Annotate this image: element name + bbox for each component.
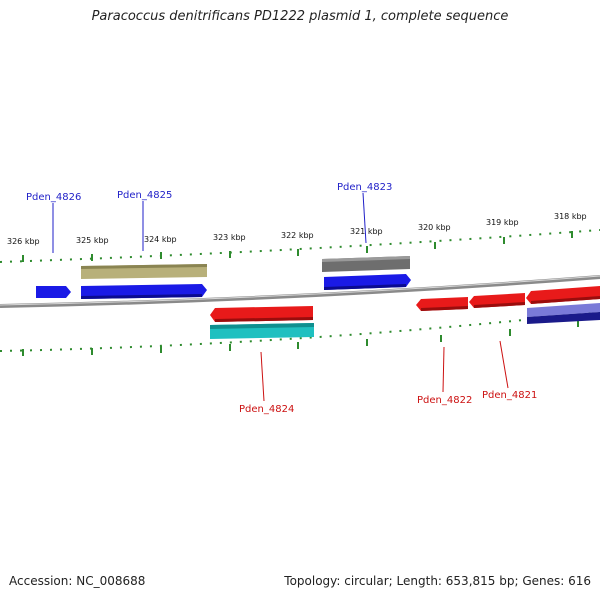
scale-label: 323 kbp — [213, 233, 246, 242]
scale-label: 320 kbp — [418, 223, 451, 232]
feature-red-shade — [421, 306, 468, 311]
feature-khaki-shade — [81, 264, 207, 269]
label-leaders — [52, 192, 509, 402]
gene-label-pden-4824[interactable]: Pden_4824 — [239, 404, 294, 415]
gene-label-pden-4825[interactable]: Pden_4825 — [117, 190, 172, 201]
map-title: Paracoccus denitrificans PD1222 plasmid … — [91, 9, 509, 24]
feature-navy-arrow[interactable] — [527, 312, 600, 324]
leader-line — [260, 351, 265, 402]
genome-backbone-highlight — [0, 275, 600, 306]
scale-label: 326 kbp — [7, 237, 40, 246]
scale-label: 319 kbp — [486, 218, 519, 227]
top-tick-dots — [0, 229, 600, 263]
feature-gray-shade — [322, 256, 410, 262]
gene-label-pden-4826[interactable]: Pden_4826 — [26, 192, 81, 203]
gene-labels: Pden_4826 Pden_4825 Pden_4823 Pden_4824 … — [26, 182, 537, 415]
feature-blue-shade — [81, 294, 202, 299]
feature-blue-pden-4826[interactable] — [36, 286, 71, 298]
feature-cyan-shade — [210, 323, 314, 329]
accession-text: Accession: NC_008688 — [9, 574, 146, 588]
genome-summary-text: Topology: circular; Length: 653,815 bp; … — [284, 574, 591, 588]
top-tick-track: 326 kbp 325 kbp 324 kbp 323 kbp 322 kbp … — [0, 212, 600, 263]
feature-red-shade — [531, 296, 600, 304]
leader-line — [442, 346, 445, 393]
feature-red-shade — [215, 317, 313, 322]
forward-features — [36, 256, 411, 299]
gene-label-pden-4821[interactable]: Pden_4821 — [482, 390, 537, 401]
scale-label: 324 kbp — [144, 235, 177, 244]
bottom-tick-dots — [0, 311, 600, 352]
feature-purple-arrow[interactable] — [527, 303, 600, 317]
feature-red-shade — [474, 302, 525, 308]
scale-label: 325 kbp — [76, 236, 109, 245]
scale-label: 322 kbp — [281, 231, 314, 240]
reverse-features — [210, 286, 600, 339]
leader-line — [499, 340, 509, 389]
feature-blue-shade — [324, 284, 406, 290]
scale-label: 318 kbp — [554, 212, 587, 221]
scale-label: 321 kbp — [350, 227, 383, 236]
gene-label-pden-4822[interactable]: Pden_4822 — [417, 395, 472, 406]
gene-label-pden-4823[interactable]: Pden_4823 — [337, 182, 392, 193]
genome-backbone — [0, 275, 600, 308]
leader-line — [362, 192, 367, 244]
